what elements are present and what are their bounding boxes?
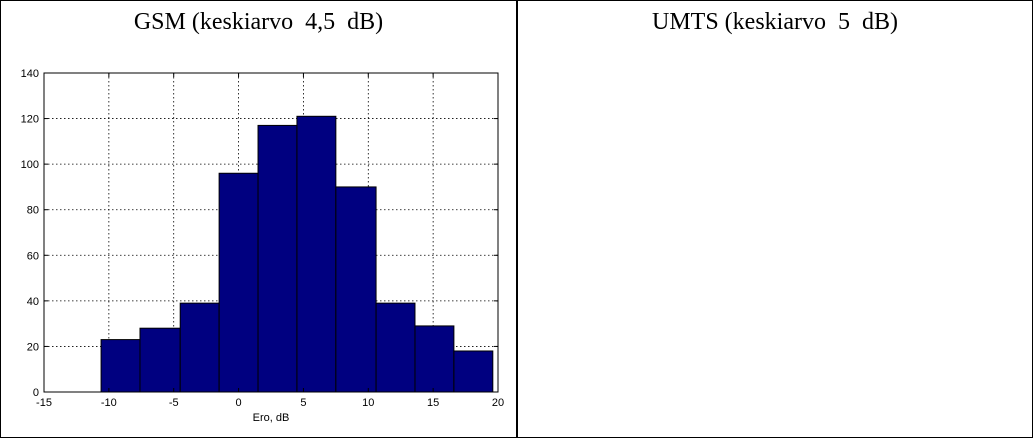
x-tick-label: -5	[169, 397, 179, 409]
x-tick-label: -15	[36, 397, 52, 409]
x-tick-label: 5	[300, 397, 306, 409]
x-tick-label: 15	[427, 397, 439, 409]
x-tick-label: 0	[236, 397, 242, 409]
histogram-bar	[100, 339, 141, 393]
histogram-bar	[257, 124, 298, 393]
y-tick-label: 20	[27, 341, 39, 353]
x-axis-label: Ero, dB	[253, 412, 290, 424]
histogram-bar	[335, 186, 377, 393]
gsm-histogram-panel: GSM (keskiarvo 4,5 dB) -15 -10 -5 0 5 10 15 20 0…	[0, 0, 517, 438]
histogram-bar	[414, 325, 455, 393]
histogram-bar	[453, 350, 494, 393]
histogram-bar	[218, 172, 259, 393]
histogram-bar	[375, 302, 416, 393]
y-tick-label: 140	[21, 68, 39, 80]
y-tick-label: 40	[27, 296, 39, 308]
x-tick-label: -10	[101, 397, 117, 409]
umts-histogram: -10-505101520050100150200250Ero, dB	[518, 1, 1033, 438]
umts-histogram-panel: UMTS (keskiarvo 5 dB) -10-50510152005010…	[517, 0, 1033, 438]
chart-title: UMTS (keskiarvo 5 dB)	[652, 9, 898, 35]
histogram-bar	[296, 115, 337, 393]
axes-frame	[43, 72, 499, 393]
y-tick-label: 80	[27, 205, 39, 217]
chart-title: GSM (keskiarvo 4,5 dB)	[133, 9, 384, 35]
y-tick-label: 0	[33, 387, 39, 399]
histogram-bar	[179, 302, 220, 393]
gsm-histogram: -15 -10 -5 0 5 10 15 20 0 20 40 60 80 100 120 140 Ero, d…	[21, 68, 504, 424]
x-tick-label: 10	[362, 397, 374, 409]
x-tick-label: 20	[492, 397, 504, 409]
y-tick-label: 120	[21, 114, 39, 126]
y-tick-label: 100	[21, 159, 39, 171]
histogram-bar	[139, 327, 181, 393]
y-tick-label: 60	[27, 250, 39, 262]
